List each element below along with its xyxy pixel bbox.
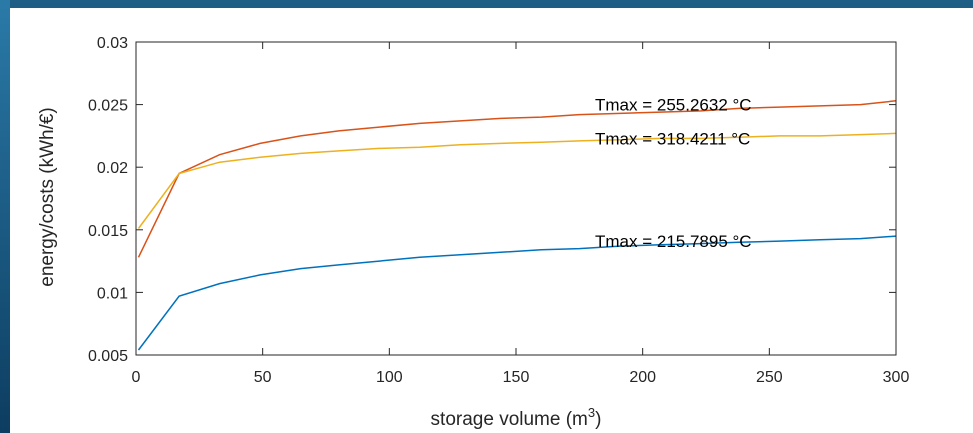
x-tick-label: 250 [756, 369, 783, 386]
x-tick-label: 0 [132, 369, 141, 386]
x-axis-label: storage volume (m3) [431, 405, 602, 430]
y-tick-label: 0.005 [88, 348, 128, 365]
window-edge [0, 0, 10, 433]
tmax-annotation-3: Tmax = 215.7895 °C [595, 232, 752, 251]
tmax-annotation-2: Tmax = 318.4211 °C [595, 129, 750, 148]
series-line-2 [137, 100, 897, 258]
y-tick-label: 0.01 [97, 285, 128, 302]
plot-background [136, 42, 896, 355]
y-tick-label: 0.015 [88, 223, 128, 240]
y-tick-label: 0.02 [97, 160, 128, 177]
x-tick-label: 150 [503, 369, 530, 386]
annotation-layer: Tmax = 255.2632 °C Tmax = 318.4211 °C Tmax… [595, 96, 752, 251]
plot-area [136, 42, 896, 355]
tmax-annotation-1: Tmax = 255.2632 °C [595, 96, 752, 115]
x-axis-label-superscript: 3 [588, 405, 595, 420]
tick-layer: 0 50 100 150 200 250 300 0.005 0.01 0.015 0.02 0.02… [88, 35, 909, 386]
x-tick-label: 100 [376, 369, 403, 386]
y-axis-label: energy/costs (kWh/€) [37, 107, 58, 287]
series-line-3 [137, 132, 897, 229]
series-line-1 [137, 235, 897, 351]
x-axis-label-end: ) [595, 409, 601, 430]
y-tick-label: 0.025 [88, 98, 128, 115]
x-tick-label: 50 [254, 369, 272, 386]
x-tick-label: 200 [629, 369, 656, 386]
x-axis-label-text: storage volume (m [431, 409, 588, 430]
series-layer [137, 100, 897, 351]
x-tick-label: 300 [883, 369, 910, 386]
y-tick-label: 0.03 [97, 35, 128, 52]
